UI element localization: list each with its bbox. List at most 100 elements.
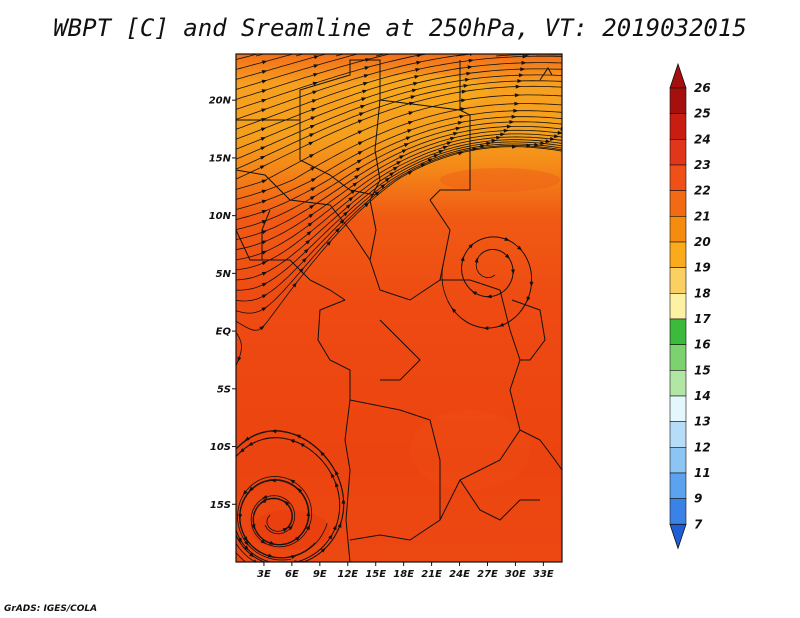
streamline-arrow (515, 84, 521, 89)
streamline-arrow (261, 79, 268, 84)
lat-tick-label: 10N (209, 211, 232, 222)
streamline-arrow (309, 154, 315, 159)
streamline-arrow (374, 191, 380, 196)
streamline-arrow (310, 178, 317, 183)
streamline-arrow (260, 539, 266, 544)
streamline-arrow (305, 239, 311, 245)
wbpt-field (236, 54, 562, 562)
streamline-arrow (503, 128, 509, 133)
streamline-arrow (247, 441, 254, 446)
streamline-arrow (261, 307, 267, 312)
streamline (236, 68, 562, 150)
streamline (255, 54, 266, 57)
streamline (237, 476, 313, 561)
streamline-arrow (407, 170, 413, 175)
streamline-arrow (522, 54, 528, 59)
streamline-arrow (301, 257, 307, 263)
lat-tick-label: EQ (216, 327, 232, 338)
colorbar-label: 20 (694, 235, 711, 249)
streamline-arrow (453, 131, 459, 136)
streamline (447, 236, 533, 329)
streamline-arrow (408, 111, 414, 116)
streamline-arrow (461, 89, 467, 94)
colorbar-swatch (669, 344, 687, 371)
streamline-arrow (457, 121, 463, 125)
streamline-arrow (407, 121, 414, 125)
streamline-arrow (262, 495, 268, 499)
streamline-arrow (260, 137, 266, 141)
streamline-arrow (433, 154, 439, 158)
streamline-arrow (309, 195, 316, 201)
colorbar-swatch (669, 395, 687, 422)
streamline-arrow (399, 155, 405, 160)
streamline (239, 479, 316, 558)
streamline-arrow (468, 58, 474, 63)
streamline-arrow (260, 146, 266, 151)
colorbar-swatch (669, 498, 687, 525)
streamline-arrow (309, 204, 315, 210)
streamline-arrow (359, 112, 365, 117)
streamline-arrow (459, 114, 465, 119)
colorbar-label: 11 (694, 466, 711, 480)
streamline-arrow (401, 149, 407, 154)
lon-tick-label: 9E (313, 569, 327, 580)
streamline-arrow (554, 134, 560, 139)
streamline-arrow (261, 210, 268, 214)
streamline-arrow (411, 88, 418, 93)
streamline-arrow (496, 135, 502, 140)
streamline (375, 54, 387, 57)
streamline-arrow (261, 240, 268, 245)
streamline-arrow (261, 282, 268, 287)
streamline-arrow (512, 144, 517, 149)
colorbar-label: 25 (694, 107, 711, 121)
colorbar-bottom-arrow (669, 523, 687, 550)
streamline-arrow (306, 230, 312, 236)
colorbar-swatch (669, 87, 687, 114)
lat-tick-label: 15S (210, 500, 231, 511)
streamline-arrow (467, 65, 473, 70)
streamline (236, 136, 562, 271)
streamline-arrow (416, 60, 422, 65)
streamline-arrow (310, 187, 316, 192)
colorbar-swatch (669, 267, 687, 294)
streamline-arrow (310, 166, 316, 171)
colorbar-label: 22 (694, 184, 711, 198)
streamline-arrow (243, 536, 248, 542)
streamline-arrow (310, 116, 316, 121)
streamline-arrow (362, 89, 368, 94)
grads-credit: GrADS: IGES/COLA (4, 604, 98, 614)
colorbar-label: 9 (694, 492, 702, 506)
streamline-arrow (520, 67, 526, 72)
streamline-arrow (384, 177, 391, 183)
streamline-arrow (389, 172, 395, 177)
streamline-arrow (295, 536, 301, 541)
streamline-arrow (339, 219, 345, 224)
colorbar-label: 14 (694, 389, 711, 403)
streamline-arrow (511, 269, 515, 275)
streamline-arrow (289, 479, 296, 484)
streamline-arrow (361, 97, 367, 102)
streamline-arrow (313, 73, 319, 77)
streamline-arrow (357, 130, 363, 135)
colorbar-swatch (669, 472, 687, 499)
streamline (335, 54, 346, 57)
streamline (236, 116, 562, 220)
streamline-arrow (352, 182, 358, 187)
streamline (236, 62, 562, 140)
streamline-arrow (455, 126, 461, 131)
lat-tick-label: 5S (217, 384, 231, 395)
streamline-arrow (261, 89, 267, 94)
streamline-arrow (251, 524, 256, 530)
lon-tick-label: 18E (393, 569, 414, 580)
streamline-arrow (332, 524, 337, 531)
streamline (236, 331, 242, 367)
streamline-arrow (526, 296, 531, 302)
colorbar-swatch (669, 421, 687, 448)
streamline (415, 54, 429, 57)
streamline-arrow (261, 189, 267, 194)
streamline-arrow (491, 138, 497, 143)
streamline-arrow (292, 282, 297, 288)
streamline-arrow (288, 525, 293, 531)
streamline (236, 430, 345, 562)
